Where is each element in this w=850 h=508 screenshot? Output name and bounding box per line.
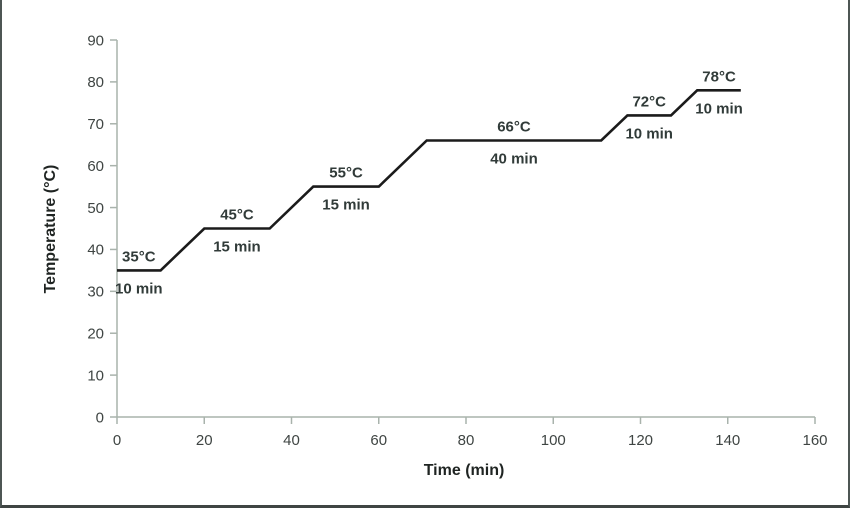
x-tick-label: 80 — [458, 432, 475, 449]
data-series — [117, 89, 741, 272]
step-duration-label: 15 min — [213, 239, 261, 256]
x-tick-label: 40 — [283, 432, 300, 449]
axis-ticks — [110, 39, 816, 424]
step-annotations: 35°C 10 min 45°C 15 min 55°C 15 min 66°C 40 min… — [115, 68, 743, 297]
step-temp-label: 55°C — [329, 165, 363, 182]
x-axis-title: Time (min) — [423, 462, 505, 479]
step-duration-label: 10 min — [115, 280, 163, 297]
step-temp-label: 45°C — [220, 207, 254, 224]
x-tick-label: 160 — [802, 432, 827, 449]
step-temp-label: 35°C — [122, 248, 156, 265]
step-duration-label: 10 min — [695, 100, 743, 117]
x-tick-label: 60 — [370, 432, 387, 449]
y-tick-label: 60 — [87, 158, 104, 175]
step-temp-label: 66°C — [497, 119, 531, 136]
x-tick-label: 140 — [715, 432, 740, 449]
step-duration-label: 10 min — [625, 125, 673, 142]
step-temp-label: 72°C — [632, 93, 666, 110]
y-tick-label: 50 — [87, 200, 104, 217]
step-duration-label: 40 min — [490, 151, 538, 168]
y-tick-label: 90 — [87, 32, 104, 49]
step-duration-label: 15 min — [322, 197, 370, 214]
y-tick-label: 0 — [96, 409, 104, 426]
y-tick-label: 70 — [87, 116, 104, 133]
x-tick-label: 20 — [196, 432, 213, 449]
y-tick-label: 40 — [87, 242, 104, 259]
y-tick-label: 10 — [87, 367, 104, 384]
x-tick-label: 100 — [541, 432, 566, 449]
y-axis-title: Temperature (°C) — [42, 164, 59, 294]
x-tick-label: 0 — [113, 432, 121, 449]
step-temp-label: 78°C — [702, 68, 736, 85]
y-tick-label: 20 — [87, 325, 104, 342]
y-tick-label: 80 — [87, 74, 104, 91]
x-tick-label: 120 — [628, 432, 653, 449]
y-tick-label: 30 — [87, 284, 104, 301]
axis-tick-labels: 0 10 20 30 40 50 60 70 80 90 0 20 40 60 80 100 120 140 160 — [87, 32, 827, 449]
temperature-profile-line — [117, 89, 741, 272]
